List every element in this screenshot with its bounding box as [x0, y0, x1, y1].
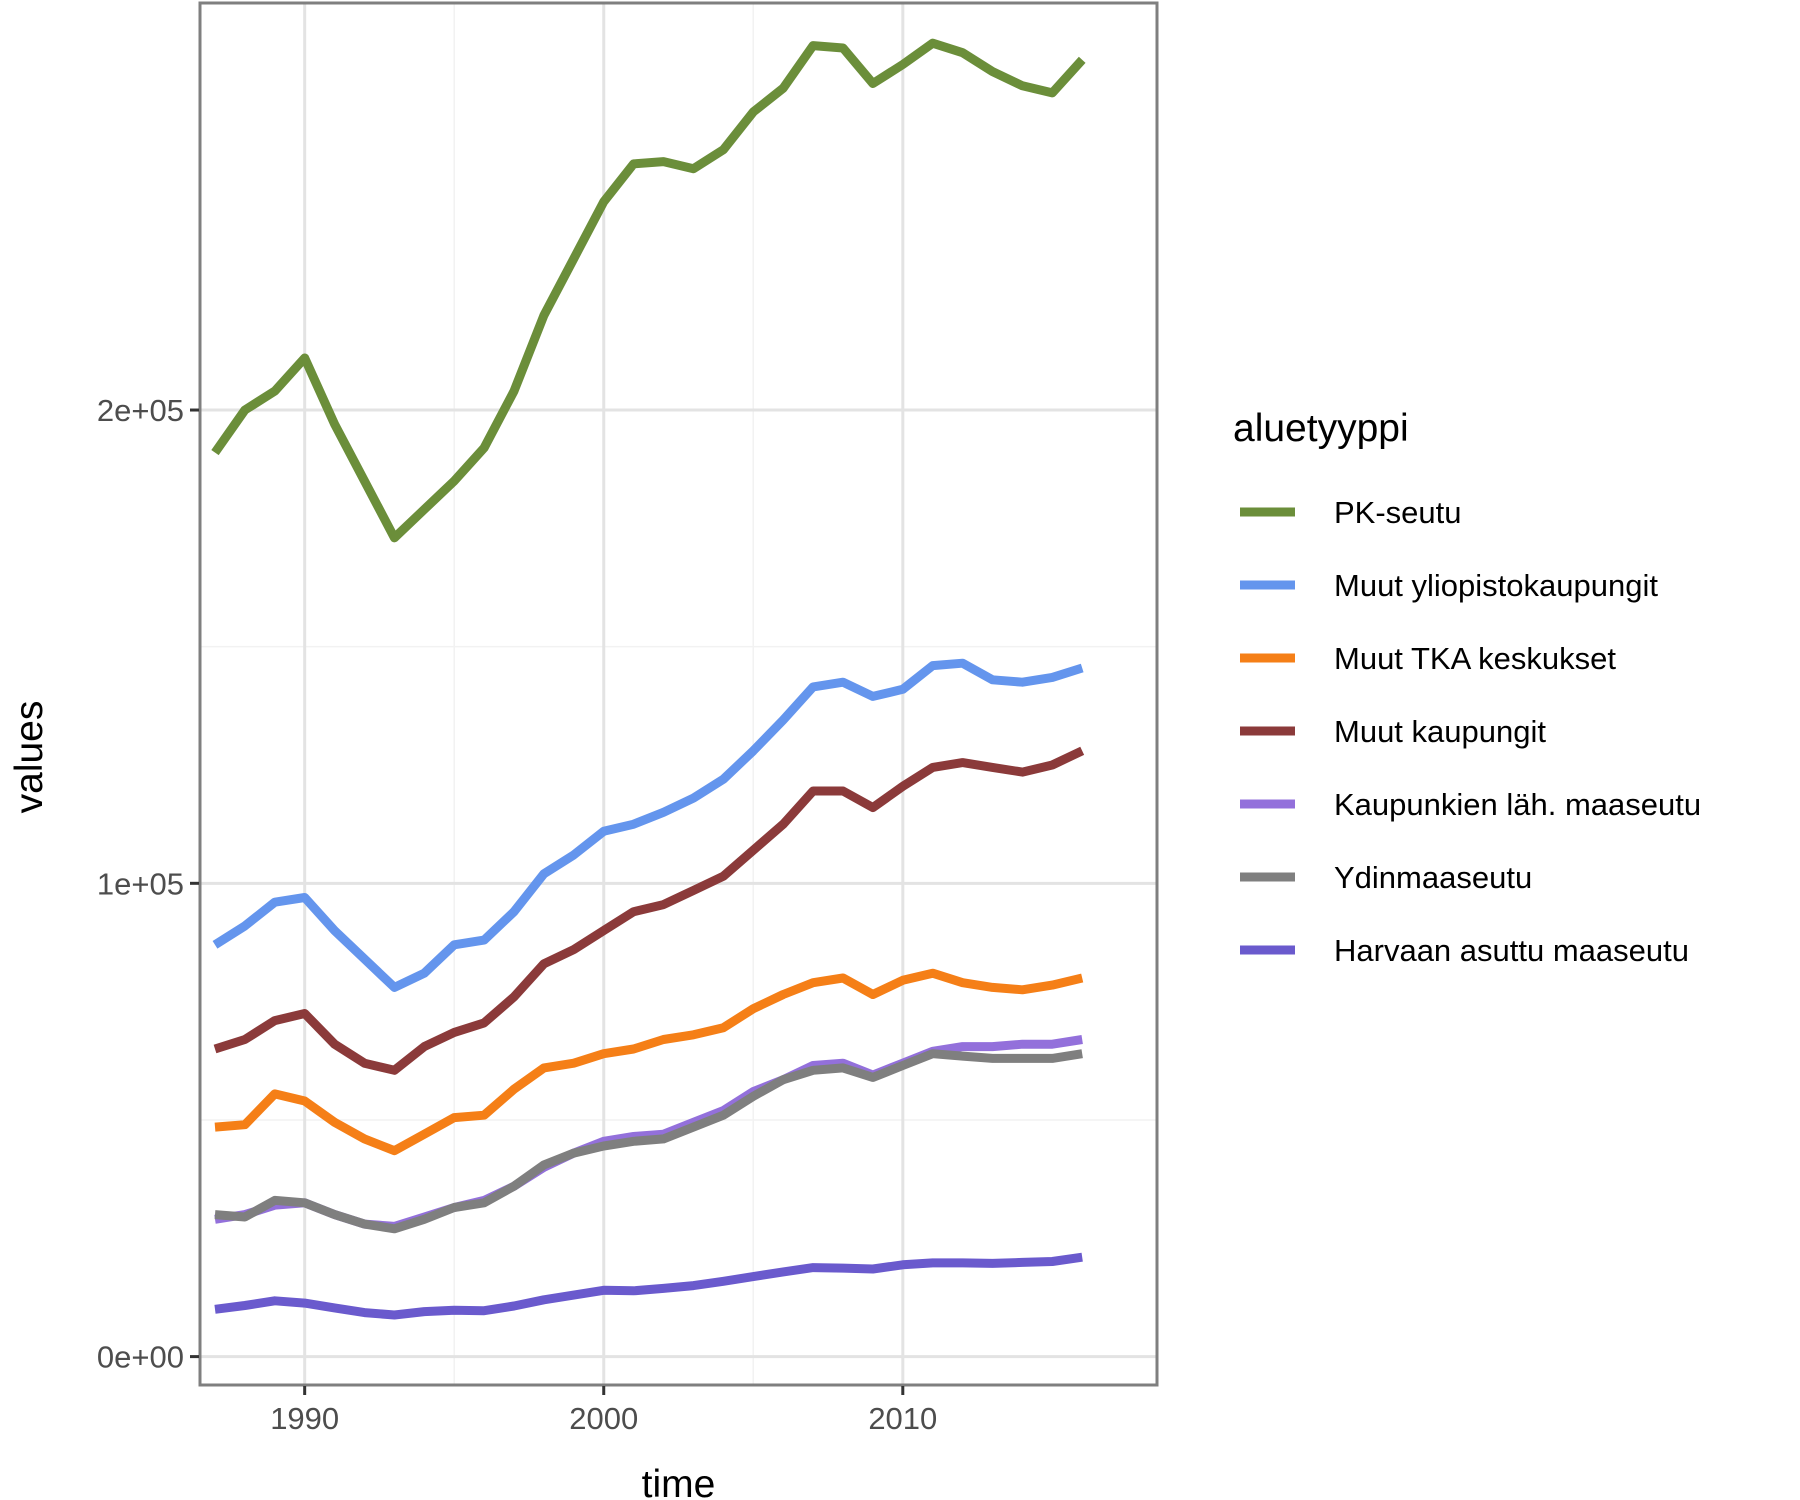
series-line-pk-seutu: [211, 38, 1086, 543]
series-line-ydinmaaseutu: [214, 1049, 1083, 1234]
series-line-muut-yliopistokaupungit: [212, 658, 1084, 992]
legend-label: Harvaan asuttu maaseutu: [1334, 933, 1689, 968]
grid-lines: [200, 3, 1157, 1385]
y-axis-title: values: [8, 701, 51, 814]
legend-label: PK-seutu: [1334, 495, 1462, 530]
legend-label: Ydinmaaseutu: [1334, 860, 1532, 895]
legend-title: aluetyyppi: [1233, 407, 1409, 450]
series-line-muut-kaupungit: [213, 746, 1085, 1075]
y-tick-label: 2e+05: [97, 393, 184, 428]
x-axis-title: time: [642, 1463, 716, 1500]
legend: aluetyyppi PK-seutu Muut yliopistokaupung…: [1233, 407, 1701, 968]
x-tick-label: 1990: [270, 1401, 339, 1436]
series-line-muut-tka-keskukset: [214, 968, 1084, 1156]
y-tick-label: 1e+05: [97, 866, 184, 901]
axes: 1990 2000 2010 0e+00 1e+05 2e+05: [97, 393, 937, 1436]
y-tick-label: 0e+00: [97, 1340, 184, 1375]
legend-label: Kaupunkien läh. maaseutu: [1334, 787, 1701, 822]
plot-border: [198, 1, 1159, 1387]
legend-label: Muut kaupungit: [1334, 714, 1546, 749]
legend-label: Muut TKA keskukset: [1334, 641, 1616, 676]
plot-panel: [200, 3, 1157, 1385]
legend-label: Muut yliopistokaupungit: [1334, 568, 1658, 603]
x-tick-label: 2010: [868, 1401, 937, 1436]
series-lines: [211, 38, 1086, 1320]
series-line-harvaan-asuttu-maaseutu: [214, 1252, 1083, 1320]
x-tick-label: 2000: [569, 1401, 638, 1436]
